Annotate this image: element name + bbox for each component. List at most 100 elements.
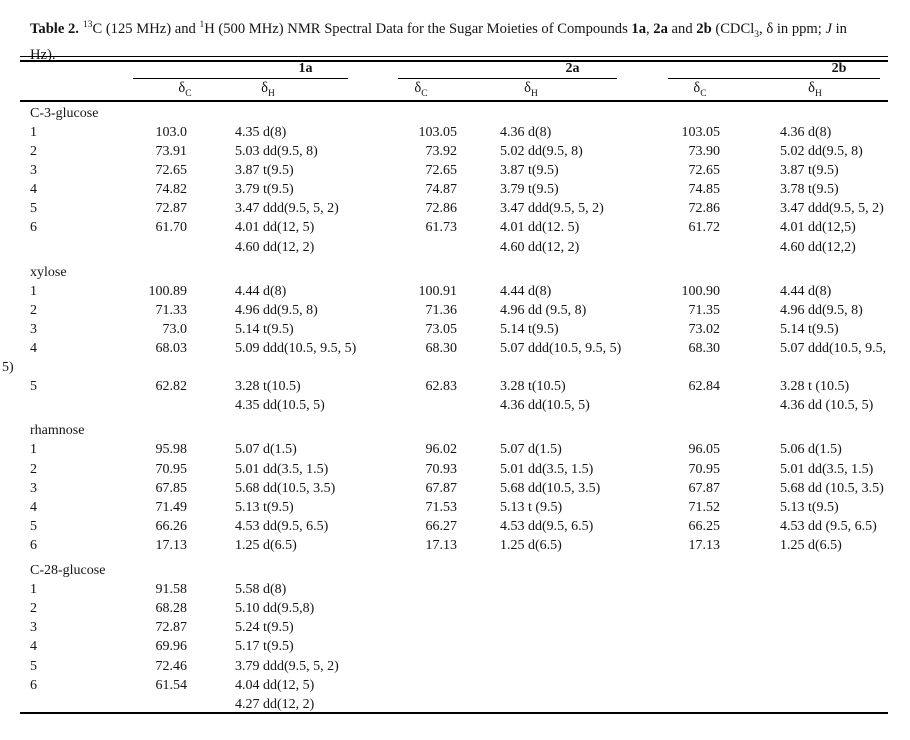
- table-top-rule: [20, 56, 888, 62]
- delta-h-2b-value: [740, 580, 910, 599]
- data-row: 1 91.58 5.58 d(8): [0, 580, 910, 599]
- delta-c-1a-value: 70.95: [155, 461, 188, 477]
- delta-h-2b-value: 5.13 t(9.5): [740, 498, 910, 517]
- delta-c-1a-value: 68.28: [155, 601, 188, 617]
- delta-c-2a-value: 61.73: [425, 220, 458, 236]
- section-label: C-28-glucose: [30, 563, 106, 579]
- position-label: 5: [30, 201, 37, 217]
- shift-line: 4.36 d(8): [500, 124, 552, 140]
- section-label: rhamnose: [30, 423, 85, 439]
- caption-cdcl: (CDCl: [711, 20, 755, 37]
- delta-c-1a-value: 73.0: [162, 321, 188, 337]
- delta-h-1a-value: 5.68 dd(10.5, 3.5): [192, 479, 380, 498]
- delta-c-2b-value: 72.86: [688, 201, 721, 217]
- delta-c-2b-value: [652, 657, 740, 676]
- shift-line: 5.07 ddd(10.5, 9.5, 5): [500, 341, 622, 357]
- shift-line: 3.47 ddd(9.5, 5, 2): [780, 201, 884, 217]
- delta-h-1a-value: 4.96 dd(9.5, 8): [192, 301, 380, 320]
- delta-h-1a-value: 5.14 t(9.5): [192, 320, 380, 339]
- delta-c-1a-value: 62.82: [155, 379, 188, 395]
- shift-line: 4.01 dd(12,5): [780, 220, 856, 236]
- shift-line: 3.47 ddd(9.5, 5, 2): [235, 201, 339, 217]
- position-label: 1: [30, 283, 37, 299]
- delta-h-2b-value: 4.96 dd(9.5, 8): [740, 301, 910, 320]
- delta-h-header-1a: δH: [192, 79, 380, 104]
- delta-symbol: δ: [414, 80, 422, 96]
- delta-h-2b-value: 5.06 d(1.5): [740, 440, 910, 459]
- shift-line: 5.01 dd(3.5, 1.5): [500, 461, 594, 477]
- position-label: 6: [30, 220, 37, 236]
- shift-line: 1.25 d(6.5): [235, 537, 297, 553]
- shift-line: 4.96 dd (9.5, 8): [500, 302, 587, 318]
- shift-line: 4.36 d(8): [780, 124, 832, 140]
- data-row: 1 103.0 4.35 d(8) 103.05 4.36 d(8) 103.05 4.36…: [0, 123, 910, 142]
- position-label: 4: [30, 341, 37, 357]
- delta-c-2a-value: [380, 637, 462, 656]
- shift-line: 4.53 dd(9.5, 6.5): [235, 518, 329, 534]
- delta-c-2b-value: 73.90: [688, 144, 721, 160]
- data-row: 4 74.82 3.79 t(9.5) 74.87 3.79 t(9.5) 74.85 3.…: [0, 180, 910, 199]
- compound-2a: 2a: [653, 20, 668, 37]
- position-label: 6: [30, 537, 37, 553]
- shift-line: 5.14 t(9.5): [780, 321, 839, 337]
- delta-h-2a-value: 3.79 t(9.5): [462, 180, 652, 199]
- delta-h-2a-value: 4.36 d(8): [462, 123, 652, 142]
- delta-header-row: δC δH δC δH δC δH: [0, 79, 910, 104]
- delta-sub-c: C: [185, 88, 192, 99]
- data-row: 4 69.96 5.17 t(9.5): [0, 637, 910, 656]
- delta-c-1a-value: 67.85: [155, 480, 188, 496]
- delta-sub-h: H: [530, 88, 538, 99]
- shift-line: 4.60 dd(12, 2): [235, 239, 315, 255]
- delta-c-2b-value: 103.05: [681, 124, 721, 140]
- delta-c-2b-value: 66.25: [688, 518, 721, 534]
- table-bottom-rule: [20, 712, 888, 715]
- wrapped-continuation-row: 5): [0, 358, 910, 377]
- delta-h-2b-value: 5.02 dd(9.5, 8): [740, 142, 910, 161]
- delta-h-2a-value: [462, 657, 652, 676]
- position-label: 4: [30, 499, 37, 515]
- caption-text-1: C (125 MHz) and: [92, 20, 200, 37]
- delta-h-1a-value: 4.53 dd(9.5, 6.5): [192, 517, 380, 536]
- delta-c-2b-value: [652, 599, 740, 618]
- position-label: 2: [30, 144, 37, 160]
- group-label-1a: 1a: [298, 61, 313, 76]
- header-bottom-rule: [20, 99, 888, 103]
- caption-text-2: H (500 MHz) NMR Spectral Data for the Su…: [204, 20, 632, 37]
- delta-h-1a-value: 5.17 t(9.5): [192, 637, 380, 656]
- delta-h-1a-value: 5.10 dd(9.5,8): [192, 599, 380, 618]
- delta-h-2b-value: 5.01 dd(3.5, 1.5): [740, 460, 910, 479]
- shift-line: 1.25 d(6.5): [780, 537, 842, 553]
- shift-line: 4.35 dd(10.5, 5): [235, 398, 325, 414]
- delta-sub-h: H: [267, 88, 275, 99]
- delta-h-1a-value: 4.01 dd(12, 5) 4.60 dd(12, 2): [192, 218, 380, 256]
- shift-line: 3.78 t(9.5): [780, 182, 839, 198]
- shift-line: 3.79 t(9.5): [235, 182, 294, 198]
- delta-c-2a-value: [380, 676, 462, 714]
- section-label-row: rhamnose: [0, 421, 910, 440]
- delta-h-1a-value: 3.79 ddd(9.5, 5, 2): [192, 657, 380, 676]
- delta-h-header-2a: δH: [462, 79, 652, 104]
- shift-line: 3.28 t (10.5): [780, 379, 850, 395]
- delta-c-1a-value: 72.65: [155, 163, 188, 179]
- delta-h-2b-value: [740, 676, 910, 714]
- delta-h-1a-value: 1.25 d(6.5): [192, 536, 380, 555]
- delta-h-2a-value: [462, 637, 652, 656]
- delta-c-2b-value: 61.72: [688, 220, 721, 236]
- delta-c-2a-value: 70.93: [425, 461, 458, 477]
- shift-line: 4.04 dd(12, 5): [235, 677, 315, 693]
- shift-line: 1.25 d(6.5): [500, 537, 562, 553]
- wrapped-cell-continuation: 5): [2, 360, 14, 376]
- data-row: 3 67.85 5.68 dd(10.5, 3.5) 67.87 5.68 dd(10.…: [0, 479, 910, 498]
- delta-c-2a-value: 103.05: [418, 124, 458, 140]
- subscript-3: 3: [754, 29, 760, 40]
- delta-c-header-2b: δC: [652, 79, 740, 104]
- delta-c-1a-value: 61.54: [155, 677, 188, 693]
- delta-c-1a-value: 17.13: [155, 537, 188, 553]
- section-label-row: C-3-glucose: [0, 104, 910, 123]
- delta-c-2a-value: [380, 580, 462, 599]
- delta-symbol: δ: [178, 80, 186, 96]
- compound-header-row: 1a 2a 2b: [0, 60, 910, 79]
- delta-h-1a-value: 5.01 dd(3.5, 1.5): [192, 460, 380, 479]
- delta-c-header-2a: δC: [380, 79, 462, 104]
- delta-h-2b-value: 3.28 t (10.5) 4.36 dd (10.5, 5): [740, 377, 910, 415]
